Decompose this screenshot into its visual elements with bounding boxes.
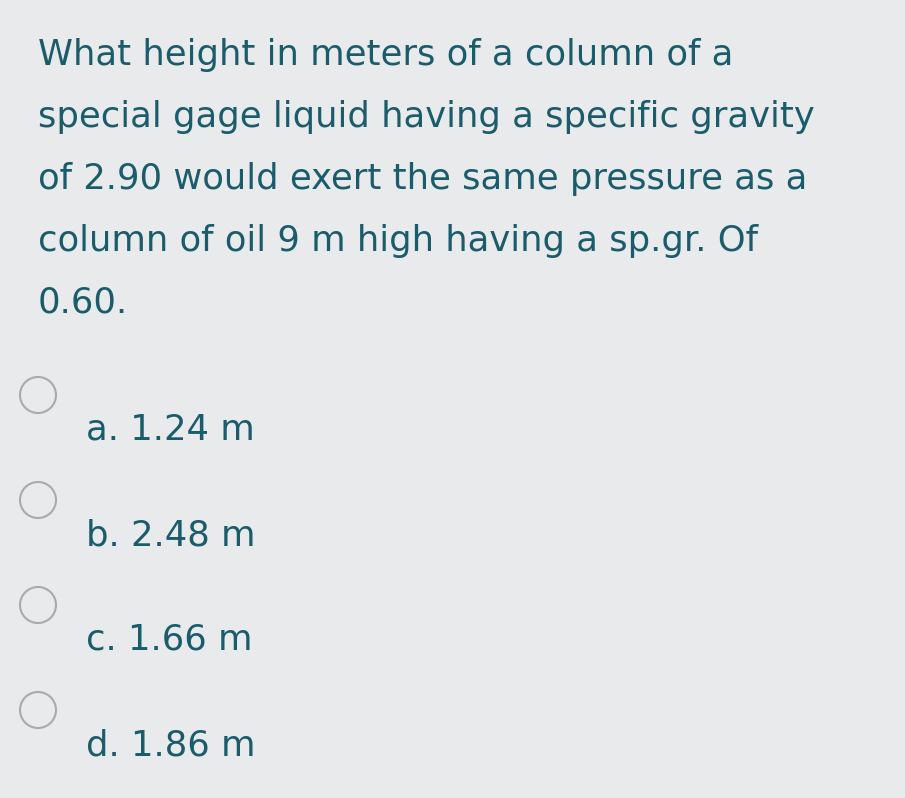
Text: b. 2.48 m: b. 2.48 m	[86, 518, 255, 552]
Text: special gage liquid having a specific gravity: special gage liquid having a specific gr…	[38, 100, 814, 134]
Text: c. 1.66 m: c. 1.66 m	[86, 623, 252, 657]
Text: a. 1.24 m: a. 1.24 m	[86, 413, 254, 447]
Text: d. 1.86 m: d. 1.86 m	[86, 728, 255, 762]
Text: What height in meters of a column of a: What height in meters of a column of a	[38, 38, 733, 72]
Text: column of oil 9 m high having a sp.gr. Of: column of oil 9 m high having a sp.gr. O…	[38, 224, 758, 258]
Text: 0.60.: 0.60.	[38, 286, 129, 320]
Text: of 2.90 would exert the same pressure as a: of 2.90 would exert the same pressure as…	[38, 162, 807, 196]
